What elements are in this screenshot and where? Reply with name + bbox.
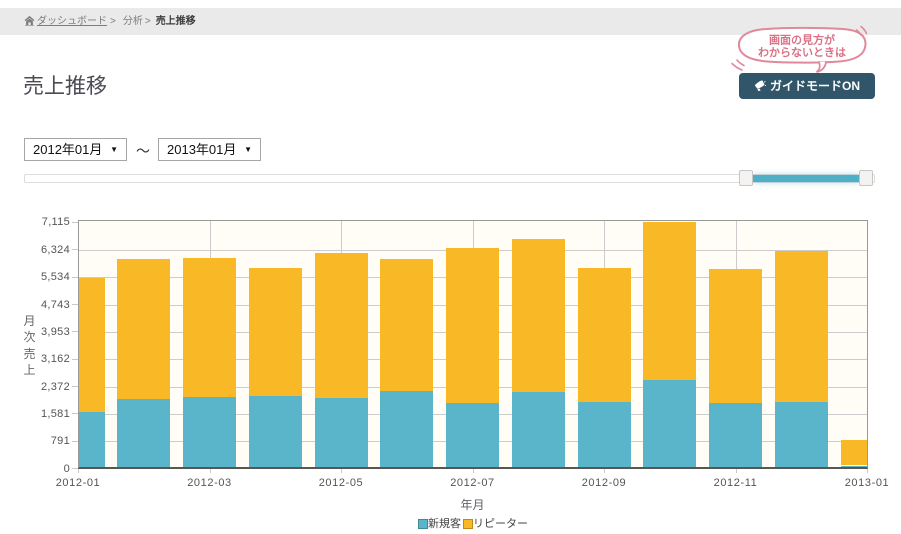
svg-text:画面の見方が: 画面の見方が bbox=[769, 33, 835, 47]
svg-text:わからないときは: わからないときは bbox=[758, 46, 846, 59]
